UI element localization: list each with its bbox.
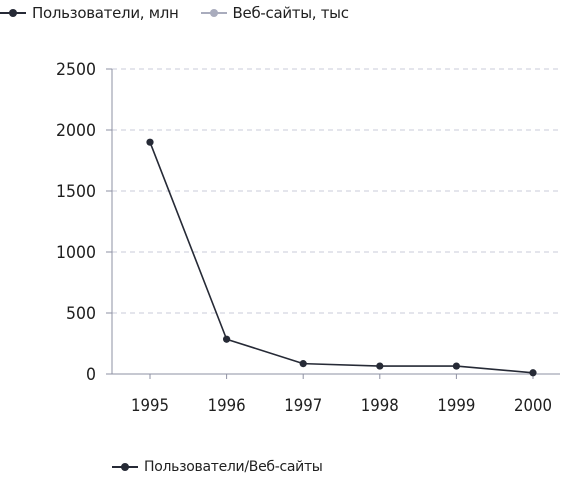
data-point-1997 <box>299 360 307 368</box>
legend-item-websites[interactable]: Веб-сайты, тыс <box>200 4 349 22</box>
series-line-0 <box>149 141 534 374</box>
y-tick-label-1500: 1500 <box>56 182 96 202</box>
series-group <box>146 138 537 377</box>
legend-label-websites: Веб-сайты, тыс <box>232 4 349 22</box>
y-tick-label-500: 500 <box>66 304 96 324</box>
legend-swatch-websites <box>200 7 227 19</box>
data-point-1999 <box>452 362 460 370</box>
x-tick-label-1998: 1998 <box>361 396 399 416</box>
y-tick-label-2500: 2500 <box>56 60 96 80</box>
y-tick-labels: 0 500 1000 1500 2000 2500 <box>56 60 96 385</box>
legend-item-users[interactable]: Пользователи, млн <box>0 4 179 22</box>
y-tick-label-0: 0 <box>86 365 96 385</box>
legend-swatch-users <box>0 7 26 19</box>
bottom-legend[interactable]: Пользователи/Веб-сайты <box>112 459 323 475</box>
legend-swatch-ratio <box>112 461 138 473</box>
legend-label-ratio: Пользователи/Веб-сайты <box>144 459 323 475</box>
legend-label-users: Пользователи, млн <box>32 4 179 22</box>
grid-lines <box>112 68 560 314</box>
data-point-1996 <box>223 335 231 343</box>
y-tick-label-2000: 2000 <box>56 121 96 141</box>
axes <box>106 68 560 379</box>
x-tick-label-1999: 1999 <box>437 396 475 416</box>
x-tick-labels: 1995 1996 1997 1998 1999 2000 <box>131 396 552 416</box>
x-tick-label-1996: 1996 <box>208 396 246 416</box>
data-point-1998 <box>376 362 384 370</box>
x-tick-label-1997: 1997 <box>284 396 322 416</box>
x-tick-label-1995: 1995 <box>131 396 169 416</box>
data-point-2000 <box>529 369 537 377</box>
data-point-1995 <box>146 138 154 146</box>
top-legend: Пользователи, млн Веб-сайты, тыс <box>0 2 371 24</box>
y-tick-label-1000: 1000 <box>56 243 96 263</box>
x-tick-label-2000: 2000 <box>514 396 552 416</box>
